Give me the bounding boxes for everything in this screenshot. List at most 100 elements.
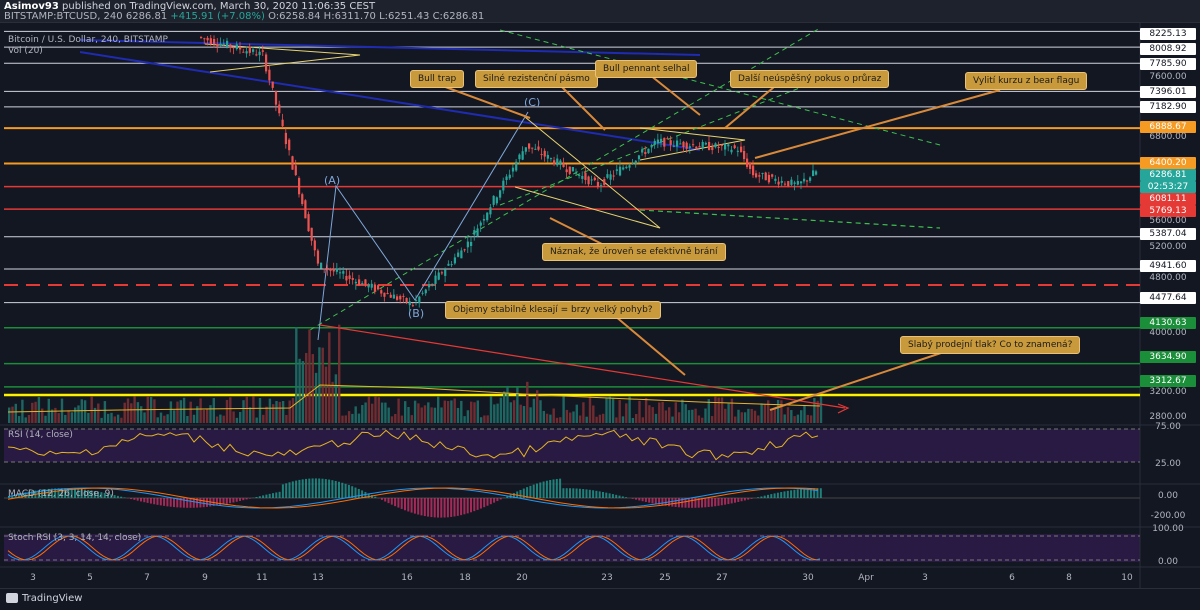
macd-histogram-bar: [675, 498, 677, 507]
volume-bar: [100, 418, 102, 423]
macd-histogram-bar: [133, 498, 135, 500]
volume-bar: [727, 404, 729, 423]
candle-body: [387, 293, 389, 294]
candle-body: [794, 182, 796, 183]
volume-bar: [790, 410, 792, 423]
candle-body: [483, 219, 485, 221]
macd-histogram-bar: [322, 479, 324, 498]
volume-bar: [619, 400, 621, 423]
volume-bar: [232, 411, 234, 423]
volume-bar: [216, 416, 218, 423]
volume-bar: [295, 327, 297, 423]
candle-body: [207, 38, 209, 40]
candle-body: [298, 178, 300, 194]
tradingview-logo[interactable]: TradingView: [6, 593, 82, 604]
candle-body: [512, 168, 514, 172]
candle-body: [317, 251, 319, 264]
stoch-rsi-pane-title: Stoch RSI (3, 3, 14, 14, close): [8, 533, 141, 543]
candle-body: [460, 250, 462, 258]
volume-bar: [256, 418, 258, 423]
time-tick-label: 27: [716, 573, 727, 583]
volume-bar: [223, 416, 225, 423]
volume-bar: [130, 403, 132, 423]
volume-bar: [77, 405, 79, 423]
candle-body: [758, 175, 760, 176]
candle-body: [600, 185, 602, 186]
candle-body: [663, 138, 665, 147]
price-tag: 3634.90: [1140, 351, 1196, 363]
volume-bar: [787, 407, 789, 423]
candle-body: [660, 139, 662, 143]
macd-histogram-bar: [467, 498, 469, 513]
volume-bar: [698, 415, 700, 423]
candle-body: [326, 268, 328, 270]
macd-histogram-bar: [463, 498, 465, 514]
macd-histogram-bar: [381, 498, 383, 500]
volume-bar: [11, 407, 13, 423]
candle-body: [323, 269, 325, 270]
candle-body: [537, 147, 539, 150]
annotation-volume-falling: Objemy stabilně klesají = brzy velký poh…: [445, 301, 661, 319]
candle-body: [285, 133, 287, 144]
macd-histogram-bar: [315, 478, 317, 498]
volume-bar: [117, 415, 119, 423]
macd-histogram-bar: [147, 498, 149, 503]
volume-bar: [820, 396, 822, 423]
macd-histogram-bar: [335, 481, 337, 498]
candle-body: [295, 165, 297, 175]
candle-body: [702, 142, 704, 148]
candle-body: [625, 167, 627, 168]
volume-bar: [444, 401, 446, 423]
volume-bar: [658, 402, 660, 423]
volume-bar: [361, 405, 363, 423]
green-channel-line: [640, 210, 940, 228]
candle-body: [553, 160, 555, 164]
macd-histogram-bar: [269, 494, 271, 498]
candle-body: [682, 142, 684, 147]
volume-bar: [275, 401, 277, 423]
candle-body: [428, 284, 430, 287]
candle-body: [278, 105, 280, 114]
macd-histogram-bar: [480, 498, 482, 509]
macd-histogram-bar: [711, 498, 713, 507]
macd-histogram-bar: [404, 498, 406, 510]
macd-histogram-bar: [216, 498, 218, 506]
volume-bar: [513, 400, 515, 423]
macd-histogram-bar: [239, 498, 241, 501]
volume-bar: [18, 416, 20, 423]
annotation-weak-selling: Slabý prodejní tlak? Co to znamená?: [900, 336, 1080, 354]
candle-body: [200, 37, 202, 38]
candle-body: [393, 295, 395, 299]
volume-bar: [71, 412, 73, 423]
volume-bar: [447, 401, 449, 423]
macd-histogram-bar: [325, 479, 327, 498]
volume-bar: [642, 417, 644, 423]
volume-bar: [397, 399, 399, 423]
volume-bar: [411, 415, 413, 423]
volume-bar: [64, 415, 66, 423]
candle-body: [502, 181, 504, 191]
volume-bar: [559, 417, 561, 423]
macd-histogram-bar: [226, 498, 228, 504]
candle-body: [606, 174, 608, 178]
candle-body: [409, 301, 411, 305]
macd-histogram-bar: [586, 489, 588, 498]
candle-body: [584, 173, 586, 180]
macd-histogram-bar: [170, 498, 172, 507]
candle-body: [784, 184, 786, 185]
macd-histogram-bar: [137, 498, 139, 501]
candle-body: [749, 162, 751, 169]
volume-bar: [437, 397, 439, 423]
candle-body: [771, 174, 773, 176]
candle-body: [304, 200, 306, 218]
volume-bar: [731, 399, 733, 423]
volume-bar: [388, 408, 390, 423]
macd-histogram-bar: [374, 497, 376, 498]
wave-label-b: (B): [408, 307, 424, 320]
volume-bar: [381, 403, 383, 423]
volume-bar: [681, 400, 683, 423]
volume-bar: [757, 415, 759, 423]
macd-histogram-bar: [536, 483, 538, 498]
macd-histogram-bar: [539, 482, 541, 498]
macd-histogram-bar: [741, 498, 743, 501]
